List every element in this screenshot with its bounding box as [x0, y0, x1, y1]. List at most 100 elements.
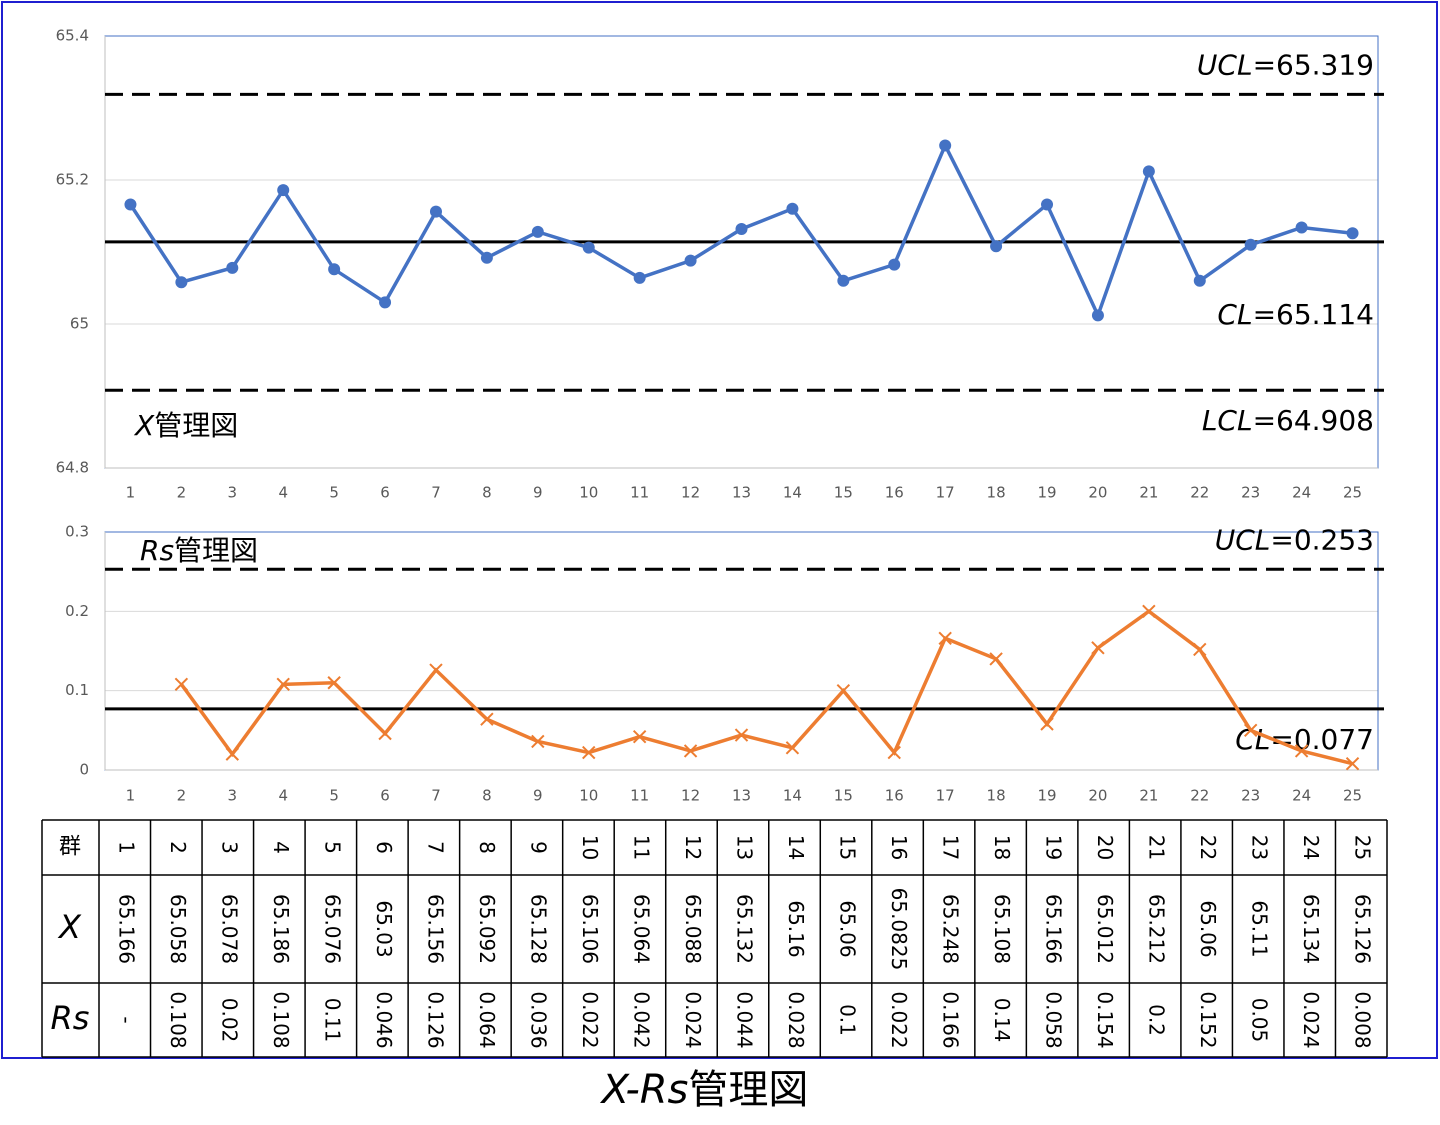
- table-cell: 0.152: [1196, 991, 1220, 1048]
- point: [582, 241, 595, 254]
- point: [480, 251, 493, 264]
- point: [277, 184, 290, 197]
- table-cell: 19: [1042, 835, 1066, 860]
- control-label: CL=0.077: [1235, 723, 1374, 756]
- y-tick-label: 65.4: [56, 27, 89, 45]
- x-tick-label: 23: [1241, 484, 1260, 502]
- x-tick-label: 18: [987, 484, 1006, 502]
- table-cell: 65.16: [784, 900, 808, 957]
- table-cell: -: [114, 1016, 138, 1023]
- table-cell: 0.14: [990, 998, 1014, 1043]
- x-tick-label: 1: [126, 787, 136, 805]
- series-line: [179, 609, 1353, 766]
- x-tick-label: 20: [1088, 787, 1107, 805]
- point: [225, 747, 240, 761]
- table-cell: 65.126: [1351, 894, 1375, 964]
- table-cell: 65.06: [836, 900, 860, 957]
- table-cell: 0.022: [578, 991, 602, 1048]
- table-cell: 11: [629, 835, 653, 860]
- table-cell: 0.024: [681, 991, 705, 1048]
- table-cell: 65.076: [320, 894, 344, 964]
- point: [429, 205, 442, 218]
- x-tick-label: 25: [1343, 787, 1362, 805]
- control-value: =65.114: [1253, 298, 1374, 331]
- point: [837, 274, 850, 287]
- x-tick-label: 22: [1190, 787, 1209, 805]
- point: [379, 296, 392, 309]
- point: [1091, 641, 1105, 655]
- x-tick-label: 11: [630, 787, 649, 805]
- row-header: Rs: [51, 999, 90, 1037]
- table-cell: 0.126: [423, 991, 447, 1048]
- chart-label-text: 管理図: [154, 409, 238, 442]
- x-tick-label: 3: [228, 484, 238, 502]
- table-cell: 2: [166, 841, 190, 854]
- table-cell: 65.0825: [887, 888, 911, 971]
- table-cell: 15: [836, 835, 860, 860]
- table-cell: 21: [1145, 835, 1169, 860]
- table-cell: 10: [578, 835, 602, 860]
- table-cell: 0.044: [733, 991, 757, 1048]
- y-tick-label: 0.1: [65, 681, 89, 699]
- point: [1193, 274, 1206, 287]
- table-cell: 0.064: [475, 991, 499, 1048]
- point: [836, 683, 851, 698]
- x-tick-label: 24: [1292, 787, 1311, 805]
- table-cell: 65.108: [990, 894, 1014, 964]
- x-tick-label: 6: [380, 484, 390, 502]
- table-cell: 65.132: [733, 894, 757, 964]
- point: [226, 261, 239, 274]
- table-cell: 22: [1196, 835, 1220, 860]
- x-tick-label: 7: [431, 787, 441, 805]
- x-tick-label: 14: [783, 787, 802, 805]
- point: [684, 254, 697, 267]
- table-cell: 0.2: [1145, 1004, 1169, 1036]
- table-cell: 0.022: [887, 991, 911, 1048]
- point: [1295, 221, 1308, 234]
- y-tick-label: 0: [79, 761, 89, 779]
- point: [887, 745, 901, 760]
- x-tick-label: 7: [431, 484, 441, 502]
- y-tick-label: 0.3: [65, 523, 89, 541]
- y-tick-label: 65.2: [56, 171, 89, 189]
- table-cell: 0.166: [939, 991, 963, 1048]
- x-tick-label: 12: [681, 484, 700, 502]
- point: [124, 198, 137, 211]
- table-cell: 4: [269, 841, 293, 854]
- y-tick-label: 64.8: [56, 459, 89, 477]
- x-tick-label: 10: [579, 787, 598, 805]
- table-cell: 20: [1093, 835, 1117, 860]
- point: [175, 276, 188, 289]
- table-cell: 0.108: [166, 991, 190, 1048]
- x-tick-label: 13: [732, 484, 751, 502]
- x-tick-label: 3: [228, 787, 238, 805]
- table-cell: 6: [372, 841, 396, 854]
- x-tick-label: 20: [1088, 484, 1107, 502]
- x-tick-label: 19: [1037, 484, 1056, 502]
- table-cell: 13: [733, 835, 757, 860]
- point: [1345, 756, 1360, 771]
- table-cell: 7: [423, 841, 447, 854]
- table-cell: 16: [887, 835, 911, 860]
- x-tick-label: 16: [885, 484, 904, 502]
- caption-text: 管理図: [688, 1067, 808, 1113]
- control-name: CL: [1217, 298, 1252, 331]
- point: [1243, 723, 1258, 738]
- point: [1244, 238, 1257, 251]
- point: [328, 263, 341, 276]
- control-name: UCL: [1197, 48, 1253, 81]
- point: [1193, 642, 1207, 657]
- point: [939, 139, 952, 152]
- x-tick-label: 17: [936, 484, 955, 502]
- point: [1041, 198, 1054, 211]
- point: [531, 734, 545, 749]
- point: [990, 240, 1003, 253]
- table-cell: 65.166: [1042, 894, 1066, 964]
- point: [531, 225, 544, 238]
- point: [785, 741, 800, 755]
- point: [1346, 227, 1359, 240]
- x-tick-label: 19: [1037, 787, 1056, 805]
- table-cell: 17: [939, 835, 963, 860]
- point: [582, 745, 596, 760]
